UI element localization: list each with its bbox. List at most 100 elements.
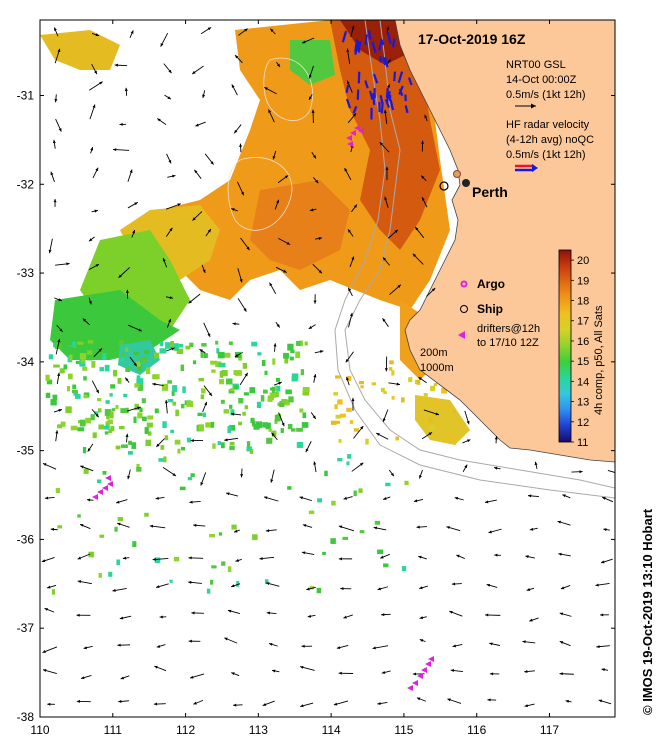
radar-arrow [345,98,352,109]
current-arrowhead [559,612,564,616]
current-arrowhead [132,230,135,234]
sst-pixel [360,385,364,389]
current-arrowhead [340,587,344,591]
sst-pixel [274,414,281,422]
current-arrowhead [271,669,276,673]
sst-pixel [187,477,193,481]
sst-pixel [137,365,142,372]
sst-pixel [234,385,238,390]
current-arrowhead [240,474,244,478]
current-arrowhead [112,588,116,592]
sst-pixel [333,392,338,396]
sst-pixel [300,369,304,376]
current-arrowhead [467,439,471,443]
current-arrowhead [87,448,91,452]
current-arrowhead [522,640,526,644]
sst-pixel [331,500,336,506]
sst-pixel [120,357,125,362]
current-arrowhead [276,324,280,328]
sst-pixel [181,446,186,451]
current-arrowhead [416,697,421,701]
current-arrowhead [528,494,532,498]
sst-pixel [147,415,154,420]
svg-text:0.5m/s (1kt 12h): 0.5m/s (1kt 12h) [506,89,585,101]
sst-pixel [105,421,110,429]
current-arrowhead [156,644,161,648]
current-arrowhead [452,644,457,648]
sst-pixel [220,399,225,404]
sst-pixel [144,512,149,517]
current-arrowhead [387,59,391,63]
sst-pixel [408,377,413,383]
colorbar-tick-label: 13 [577,397,589,409]
sst-pixel [136,378,144,385]
sst-pixel [342,536,349,540]
sst-pixel [358,488,363,493]
sst-pixel [353,490,357,497]
x-tick-label: 116 [467,723,486,737]
sst-pixel [160,445,165,450]
current-arrowhead [156,585,160,589]
sst-pixel [99,534,105,538]
sst-pixel [145,367,151,375]
sst-pixel [388,367,393,371]
current-arrowhead [308,74,312,79]
sst-pixel [347,376,352,381]
sst-pixel [136,467,142,472]
sst-pixel [262,389,268,394]
current-arrowhead [565,699,569,703]
radar-arrow [386,31,392,45]
radar-arrow [357,41,362,52]
sst-pixel [99,367,105,372]
current-arrowhead [418,377,422,381]
sst-pixel [260,395,265,402]
sst-pixel [82,446,87,454]
sst-pixel [268,428,272,432]
sst-pixel [174,439,181,445]
sst-pixel [133,416,137,424]
radar-arrow [364,80,369,89]
radar-scale-arrowhead [532,164,538,172]
current-arrowhead [318,270,322,274]
sst-pixel [87,340,94,344]
sst-pixel [383,390,387,395]
sst-pixel [299,340,303,347]
current-arrowhead [202,269,206,273]
sst-pixel [125,407,129,414]
sst-pixel [227,566,232,573]
radar-arrow [345,84,350,94]
isobath-200m [344,20,615,489]
map-title: 17-Oct-2019 16Z [418,31,526,47]
current-arrowhead [486,583,491,587]
sst-pixel [242,411,246,416]
sst-pixel [142,416,147,421]
sst-pixel [246,446,252,452]
current-arrowhead [264,87,268,91]
sst-pixel [380,387,385,393]
current-arrowhead [360,426,364,430]
sst-pixel [134,383,140,388]
marker-legend: Argo Ship drifters@12h to 17/10 12Z [458,277,540,349]
sst-pixel [45,374,50,382]
sst-pixel [287,423,293,430]
colorbar-tick-label: 11 [577,437,588,449]
isobath-label-200: 200m [420,347,448,359]
isobath-1000m [334,20,615,499]
current-arrowhead [92,104,96,108]
sst-pixel [77,341,84,345]
sst-pixel [242,362,248,369]
sst-pixel [264,370,268,376]
sst-pixel [220,442,225,449]
current-arrowhead [66,262,70,266]
current-arrowhead [77,580,82,584]
current-arrowhead [383,109,387,114]
current-arrowhead [262,703,267,706]
sst-pixel [60,421,66,427]
current-arrowhead [200,482,204,486]
colorbar-tick-label: 20 [577,255,589,267]
current-arrowhead [94,70,97,75]
current-arrowhead [313,461,317,465]
current-arrowhead [494,436,498,440]
current-arrowhead [99,81,103,85]
